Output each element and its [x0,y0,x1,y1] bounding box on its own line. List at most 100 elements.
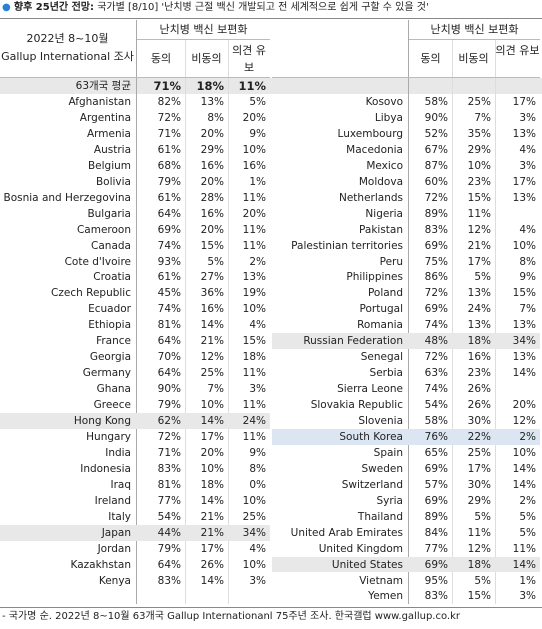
value-cell: 14% [200,319,224,332]
name-line [408,20,409,605]
value-cell: 20% [200,446,224,459]
value-cell: 69% [424,303,448,316]
value-cell: 35% [467,127,491,140]
country: Japan [101,526,131,539]
country: France [96,335,131,348]
value-cell: 15% [467,191,491,204]
value-cell: 83% [424,590,448,603]
value-cell: 16% [200,303,224,316]
country: Kazakhstan [70,558,132,571]
country: Syria [376,494,403,507]
country: Armenia [86,127,131,140]
country: Argentina [79,111,131,124]
value-cell: 13% [512,191,536,204]
value-cell: 30% [467,415,491,427]
value-cell: 13% [512,319,536,332]
country: Palestinian territories [291,239,403,252]
country: Mexico [366,159,403,172]
value-cell: 11% [242,399,266,412]
value-cell: 54% [157,510,181,523]
value-cell: 14% [200,494,224,507]
value-cell: 10% [242,494,266,507]
value-cell: 18% [467,335,491,348]
country: Hong Kong [73,415,131,427]
value-cell: 64% [157,558,181,571]
value-cell: 67% [424,143,448,156]
value-cell: 71% [157,127,181,140]
col-line [228,40,229,605]
value-cell: 13% [467,319,491,332]
value-cell: 5% [474,574,491,587]
value-cell: 17% [512,96,536,108]
country: Switzerland [341,478,403,491]
country: Jordan [97,542,131,555]
value-cell: 10% [242,303,266,316]
value-cell: 29% [200,143,224,156]
value-cell: 54% [424,399,448,412]
value-cell: 11% [467,207,491,220]
header-line [0,77,270,78]
value-cell: 21% [200,510,224,523]
value-cell: 95% [424,574,448,587]
value-cell: 61% [157,191,181,204]
value-cell: 18% [467,558,491,571]
value-cell: 13% [467,287,491,300]
row-highlight [0,524,270,541]
value-cell: 72% [424,191,448,204]
value-cell: 72% [424,287,448,300]
country: Serbia [369,367,403,380]
value-cell: 87% [424,159,448,172]
col-line [185,40,186,605]
bottom-rule [0,607,542,608]
value-cell: 22% [467,430,491,443]
value-cell: 14% [200,415,224,427]
average-band [0,78,542,94]
value-cell: 10% [512,446,536,459]
value-cell: 48% [424,335,448,348]
value-cell: 83% [424,223,448,236]
country: Senegal [360,351,403,364]
value-cell: 16% [200,159,224,172]
value-cell: 64% [157,335,181,348]
value-cell: 9% [519,271,536,284]
country: South Korea [339,430,403,443]
value-cell: 12% [467,223,491,236]
value-cell: 57% [424,478,448,491]
value-cell: 52% [424,127,448,140]
value-cell: 11% [242,239,266,252]
value-cell: 83% [157,574,181,587]
country: Nigeria [365,207,403,220]
value-cell: 11% [512,542,536,555]
value-cell: 11% [467,526,491,539]
country: Italy [108,510,131,523]
value-cell: 69% [424,239,448,252]
value-cell: 69% [424,494,448,507]
row-highlight [272,556,540,573]
value-cell: 72% [424,351,448,364]
country: Vietnam [359,574,403,587]
value-cell: 23% [467,175,491,188]
value-cell: 11% [242,367,266,380]
value-cell: 12% [512,415,536,427]
value-cell: 21% [200,335,224,348]
value-cell: 14% [512,558,536,571]
value-cell: 75% [424,255,448,268]
row-highlight [0,413,270,429]
value-cell: 3% [249,383,266,396]
value-cell: 3% [249,574,266,587]
value-cell: 28% [200,191,224,204]
country: Afghanistan [68,96,131,108]
value-cell: 5% [519,526,536,539]
value-cell: 18% [242,351,266,364]
value-cell: 11% [242,191,266,204]
value-cell: 76% [424,430,448,443]
value-cell: 17% [512,175,536,188]
value-cell: 1% [249,175,266,188]
value-cell: 79% [157,399,181,412]
value-cell: 13% [512,351,536,364]
value-cell: 20% [200,127,224,140]
value-cell: 72% [157,430,181,443]
group-header: 난치병 백신 보편화 [430,23,519,36]
value-cell: 4% [249,542,266,555]
country: Sierra Leone [337,383,403,396]
